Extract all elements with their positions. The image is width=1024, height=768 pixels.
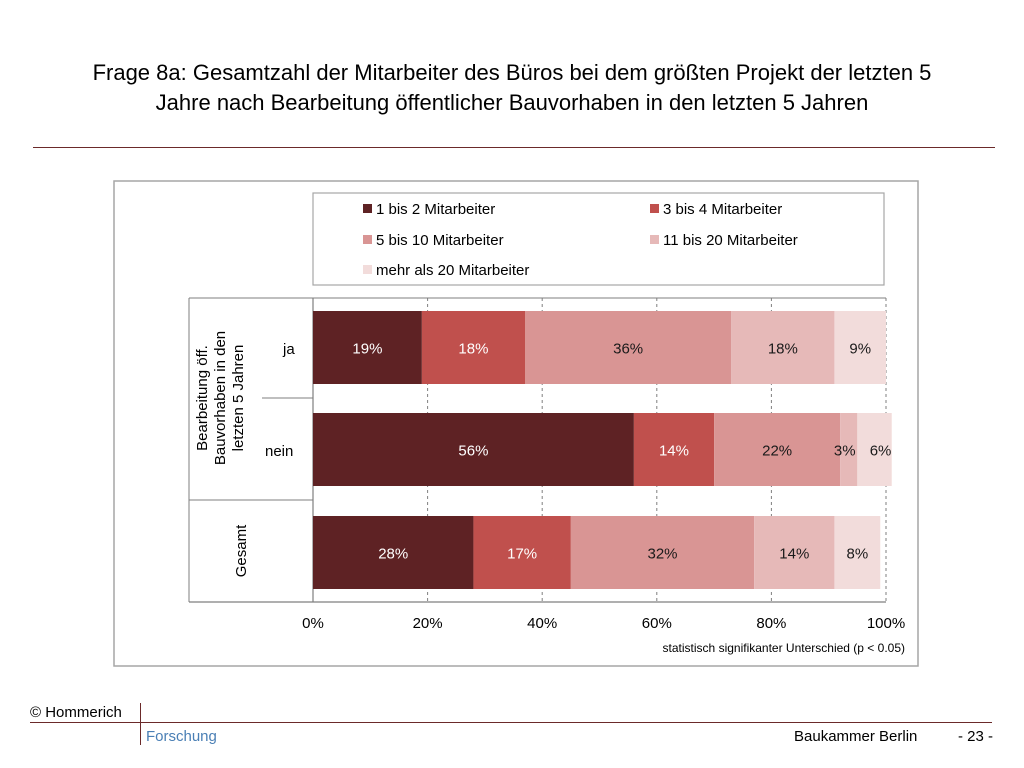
data-label-1-2: 18%	[458, 341, 488, 358]
bar-segment-3-2	[473, 516, 571, 589]
bar-segment-2-1	[313, 413, 634, 486]
group-label-line-3: letzten 5 Jahren	[230, 345, 247, 452]
page-number: - 23 -	[958, 728, 994, 745]
group-label-line-2: Bauvorhaben in den	[212, 331, 229, 465]
legend-label-4: 11 bis 20 Mitarbeiter	[663, 232, 798, 249]
legend-swatch-1	[363, 204, 372, 213]
footer-vertical-divider	[140, 703, 141, 745]
data-label-2-3: 22%	[762, 443, 792, 460]
bar-segment-2-5	[857, 413, 892, 486]
legend-swatch-5	[363, 265, 372, 274]
significance-note: statistisch signifikanter Unterschied (p…	[663, 641, 905, 655]
legend-label-1: 1 bis 2 Mitarbeiter	[376, 201, 495, 218]
organization-label: Baukammer Berlin	[794, 728, 918, 745]
brand-label: Forschung	[146, 728, 217, 745]
bar-segment-3-3	[570, 516, 755, 589]
data-label-3-4: 14%	[779, 546, 809, 563]
data-label-1-4: 18%	[768, 341, 798, 358]
bar-segment-1-2	[421, 311, 526, 384]
category-label-ja: ja	[282, 341, 295, 358]
legend-label-3: 5 bis 10 Mitarbeiter	[376, 232, 504, 249]
x-tick-label-5: 100%	[867, 615, 905, 632]
data-label-1-1: 19%	[352, 341, 382, 358]
legend-label-5: mehr als 20 Mitarbeiter	[376, 262, 529, 279]
data-label-2-5: 6%	[870, 443, 892, 460]
bar-segment-2-3	[714, 413, 841, 486]
bar-segment-2-2	[633, 413, 715, 486]
data-label-1-5: 9%	[849, 341, 871, 358]
bar-segment-1-5	[834, 311, 886, 384]
data-label-2-4: 3%	[834, 443, 856, 460]
x-tick-label-4: 80%	[756, 615, 786, 632]
data-label-3-1: 28%	[378, 546, 408, 563]
data-label-2-1: 56%	[458, 443, 488, 460]
category-label-gesamt: Gesamt	[233, 524, 250, 577]
legend-swatch-3	[363, 235, 372, 244]
data-label-3-2: 17%	[507, 546, 537, 563]
data-label-3-3: 32%	[648, 546, 678, 563]
category-label-nein: nein	[265, 443, 293, 460]
title-divider	[33, 147, 995, 148]
x-tick-label-3: 60%	[642, 615, 672, 632]
bar-segment-1-4	[731, 311, 835, 384]
bar-segment-1-1	[313, 311, 422, 384]
bar-segment-1-3	[525, 311, 732, 384]
copyright: © Hommerich	[30, 704, 122, 721]
legend-swatch-4	[650, 235, 659, 244]
data-label-2-2: 14%	[659, 443, 689, 460]
bar-segment-3-5	[834, 516, 881, 589]
x-tick-label-0: 0%	[302, 615, 324, 632]
group-label-line-1: Bearbeitung öff.	[194, 345, 211, 451]
data-label-3-5: 8%	[847, 546, 869, 563]
bar-segment-3-1	[313, 516, 474, 589]
legend-swatch-2	[650, 204, 659, 213]
legend-label-2: 3 bis 4 Mitarbeiter	[663, 201, 782, 218]
footer-divider	[30, 722, 992, 723]
title-line-1: Frage 8a: Gesamtzahl der Mitarbeiter des…	[92, 60, 932, 85]
page-title: Frage 8a: Gesamtzahl der Mitarbeiter des…	[0, 58, 1024, 118]
bar-segment-3-4	[754, 516, 835, 589]
title-line-2: Jahre nach Bearbeitung öffentlicher Bauv…	[155, 90, 869, 115]
x-tick-label-1: 20%	[413, 615, 443, 632]
bar-segment-2-4	[840, 413, 858, 486]
legend-box	[312, 192, 885, 286]
x-tick-label-2: 40%	[527, 615, 557, 632]
data-label-1-3: 36%	[613, 341, 643, 358]
